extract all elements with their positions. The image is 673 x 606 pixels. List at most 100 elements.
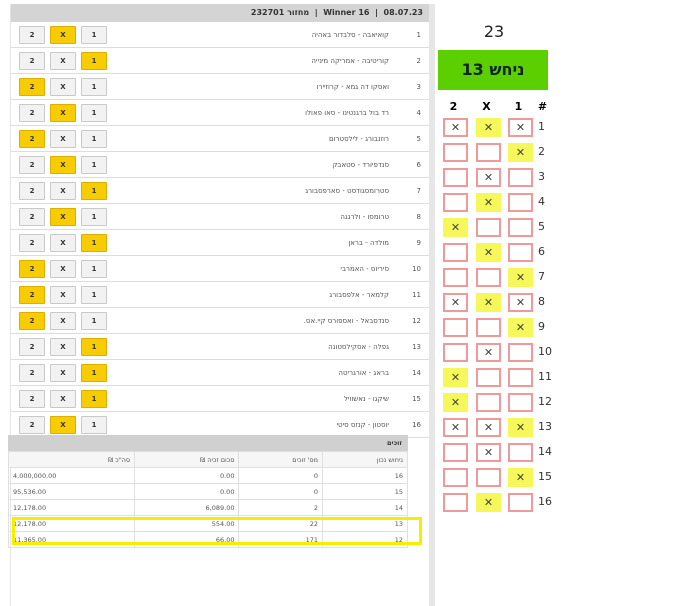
ticket-cell-1[interactable]: ✕ xyxy=(508,293,533,312)
option-x-button[interactable]: X xyxy=(50,208,76,226)
ticket-cell-1[interactable] xyxy=(508,193,533,212)
option-x-button[interactable]: X xyxy=(50,390,76,408)
ticket-cell-x[interactable]: ✕ xyxy=(476,193,501,212)
header-num: # xyxy=(537,100,548,113)
option-x-button[interactable]: X xyxy=(50,130,76,148)
ticket-cell-2[interactable] xyxy=(443,318,468,337)
ticket-cell-1[interactable] xyxy=(508,243,533,262)
ticket-cell-1[interactable]: ✕ xyxy=(508,268,533,287)
option-1-button[interactable]: 1 xyxy=(81,338,107,356)
ticket-cell-x[interactable] xyxy=(476,368,501,387)
option-x-button[interactable]: X xyxy=(50,26,76,44)
ticket-cell-x[interactable]: ✕ xyxy=(476,168,501,187)
ticket-cell-x[interactable]: ✕ xyxy=(476,443,501,462)
ticket-cell-2[interactable] xyxy=(443,143,468,162)
option-1-button[interactable]: 1 xyxy=(81,104,107,122)
option-1-button[interactable]: 1 xyxy=(81,182,107,200)
winners-cell: 2 xyxy=(238,499,323,516)
option-1-button[interactable]: 1 xyxy=(81,130,107,148)
option-x-button[interactable]: X xyxy=(50,52,76,70)
ticket-cell-2[interactable]: ✕ xyxy=(443,418,468,437)
option-2-button[interactable]: 2 xyxy=(19,338,45,356)
option-2-button[interactable]: 2 xyxy=(19,364,45,382)
option-2-button[interactable]: 2 xyxy=(19,312,45,330)
ticket-cell-x[interactable]: ✕ xyxy=(476,243,501,262)
option-2-button[interactable]: 2 xyxy=(19,130,45,148)
ticket-cell-2[interactable] xyxy=(443,243,468,262)
option-1-button[interactable]: 1 xyxy=(81,364,107,382)
ticket-cell-1[interactable] xyxy=(508,443,533,462)
option-x-button[interactable]: X xyxy=(50,156,76,174)
option-1-button[interactable]: 1 xyxy=(81,260,107,278)
ticket-cell-x[interactable] xyxy=(476,318,501,337)
option-2-button[interactable]: 2 xyxy=(19,52,45,70)
option-2-button[interactable]: 2 xyxy=(19,182,45,200)
ticket-cell-x[interactable] xyxy=(476,218,501,237)
ticket-cell-2[interactable]: ✕ xyxy=(443,218,468,237)
option-x-button[interactable]: X xyxy=(50,104,76,122)
ticket-cell-1[interactable]: ✕ xyxy=(508,468,533,487)
ticket-cell-1[interactable] xyxy=(508,168,533,187)
ticket-cell-x[interactable]: ✕ xyxy=(476,293,501,312)
ticket-cell-1[interactable]: ✕ xyxy=(508,143,533,162)
ticket-cell-2[interactable] xyxy=(443,343,468,362)
option-2-button[interactable]: 2 xyxy=(19,390,45,408)
ticket-cell-2[interactable] xyxy=(443,268,468,287)
ticket-cell-x[interactable] xyxy=(476,143,501,162)
ticket-cell-1[interactable] xyxy=(508,368,533,387)
ticket-cell-1[interactable] xyxy=(508,493,533,512)
ticket-cell-2[interactable] xyxy=(443,443,468,462)
ticket-cell-2[interactable]: ✕ xyxy=(443,368,468,387)
option-1-button[interactable]: 1 xyxy=(81,234,107,252)
option-x-button[interactable]: X xyxy=(50,312,76,330)
option-x-button[interactable]: X xyxy=(50,182,76,200)
ticket-cell-1[interactable]: ✕ xyxy=(508,118,533,137)
ticket-cell-2[interactable]: ✕ xyxy=(443,393,468,412)
ticket-cell-2[interactable] xyxy=(443,493,468,512)
option-x-button[interactable]: X xyxy=(50,260,76,278)
option-2-button[interactable]: 2 xyxy=(19,234,45,252)
option-x-button[interactable]: X xyxy=(50,78,76,96)
ticket-cell-x[interactable]: ✕ xyxy=(476,418,501,437)
ticket-cell-x[interactable]: ✕ xyxy=(476,343,501,362)
ticket-cell-1[interactable] xyxy=(508,343,533,362)
ticket-cell-2[interactable] xyxy=(443,468,468,487)
option-2-button[interactable]: 2 xyxy=(19,416,45,434)
ticket-cell-2[interactable]: ✕ xyxy=(443,293,468,312)
option-x-button[interactable]: X xyxy=(50,416,76,434)
ticket-cell-x[interactable]: ✕ xyxy=(476,118,501,137)
option-x-button[interactable]: X xyxy=(50,338,76,356)
ticket-cell-1[interactable] xyxy=(508,218,533,237)
ticket-cell-x[interactable]: ✕ xyxy=(476,493,501,512)
option-x-button[interactable]: X xyxy=(50,286,76,304)
guess-button[interactable]: ניחש 13 xyxy=(438,50,548,90)
ticket-cell-x[interactable] xyxy=(476,468,501,487)
ticket-cell-2[interactable]: ✕ xyxy=(443,118,468,137)
ticket-cell-1[interactable]: ✕ xyxy=(508,318,533,337)
ticket-cell-1[interactable] xyxy=(508,393,533,412)
option-2-button[interactable]: 2 xyxy=(19,78,45,96)
game-teams: בראג - אורגריטה xyxy=(338,369,389,377)
option-1-button[interactable]: 1 xyxy=(81,78,107,96)
option-x-button[interactable]: X xyxy=(50,364,76,382)
option-1-button[interactable]: 1 xyxy=(81,312,107,330)
option-x-button[interactable]: X xyxy=(50,234,76,252)
ticket-cell-x[interactable] xyxy=(476,393,501,412)
ticket-cell-2[interactable] xyxy=(443,193,468,212)
ticket-cell-2[interactable] xyxy=(443,168,468,187)
option-1-button[interactable]: 1 xyxy=(81,208,107,226)
option-2-button[interactable]: 2 xyxy=(19,26,45,44)
option-1-button[interactable]: 1 xyxy=(81,416,107,434)
ticket-cell-x[interactable] xyxy=(476,268,501,287)
option-1-button[interactable]: 1 xyxy=(81,156,107,174)
option-1-button[interactable]: 1 xyxy=(81,390,107,408)
option-2-button[interactable]: 2 xyxy=(19,208,45,226)
option-2-button[interactable]: 2 xyxy=(19,104,45,122)
option-1-button[interactable]: 1 xyxy=(81,286,107,304)
option-2-button[interactable]: 2 xyxy=(19,260,45,278)
option-2-button[interactable]: 2 xyxy=(19,286,45,304)
option-1-button[interactable]: 1 xyxy=(81,52,107,70)
option-2-button[interactable]: 2 xyxy=(19,156,45,174)
ticket-cell-1[interactable]: ✕ xyxy=(508,418,533,437)
option-1-button[interactable]: 1 xyxy=(81,26,107,44)
